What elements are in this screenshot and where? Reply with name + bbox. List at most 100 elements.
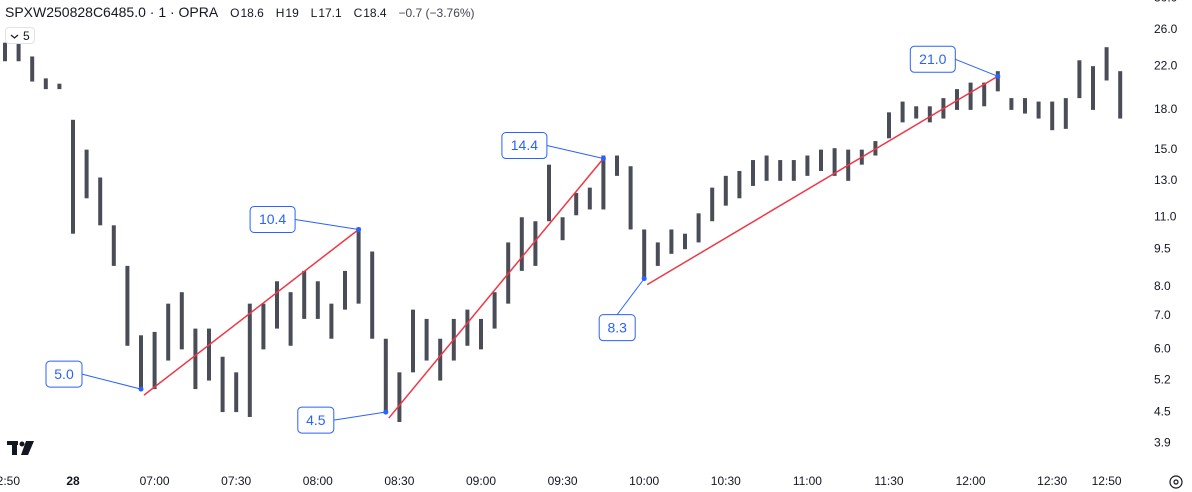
x-tick-label: 11:30 bbox=[874, 474, 903, 488]
y-tick-label: 13.0 bbox=[1154, 173, 1178, 187]
price-bar bbox=[492, 292, 497, 329]
y-tick-label: 5.2 bbox=[1154, 373, 1171, 387]
price-bar bbox=[737, 170, 742, 199]
price-bar bbox=[1091, 66, 1095, 110]
price-bar bbox=[343, 270, 347, 310]
x-tick-label: 11:00 bbox=[793, 474, 822, 488]
price-bar bbox=[479, 318, 483, 350]
price-bar bbox=[601, 155, 606, 210]
callout-box bbox=[598, 314, 636, 342]
price-bar bbox=[955, 89, 959, 110]
price-bar bbox=[642, 229, 647, 279]
callout-connector bbox=[616, 278, 645, 315]
price-bar bbox=[43, 78, 48, 90]
icon-core bbox=[1173, 479, 1179, 485]
x-tick-label: 12:50 bbox=[1092, 474, 1122, 488]
legend-header: SPXW250828C6485.0 · 1 · OPRA O18.6 H19 L… bbox=[5, 4, 477, 20]
price-bar bbox=[764, 155, 769, 181]
high-value: 19 bbox=[285, 6, 299, 20]
icon-ring bbox=[1169, 475, 1183, 489]
x-tick-label: 10:00 bbox=[629, 474, 659, 488]
price-bar bbox=[247, 303, 252, 417]
price-bar bbox=[723, 175, 728, 206]
logo-part bbox=[19, 441, 25, 447]
callout-connector bbox=[546, 145, 604, 160]
callout-box bbox=[45, 360, 83, 388]
high-label: H bbox=[275, 6, 285, 20]
y-tick-label: 30.0 bbox=[1154, 0, 1178, 5]
price-bar bbox=[778, 160, 783, 181]
price-bar bbox=[574, 192, 579, 216]
price-bar bbox=[1023, 98, 1027, 114]
interval: 5 bbox=[23, 29, 30, 43]
callout-label: 10.4 bbox=[259, 211, 286, 227]
price-bar bbox=[166, 303, 171, 361]
price-bar bbox=[152, 331, 157, 390]
y-tick-label: 11.0 bbox=[1154, 209, 1177, 223]
y-tick-label: 6.0 bbox=[1154, 342, 1171, 356]
price-bar bbox=[751, 160, 755, 186]
price-bar bbox=[315, 281, 320, 319]
callout-point bbox=[138, 386, 144, 392]
change: −0.7 (−3.76%) bbox=[398, 6, 475, 20]
price-bar bbox=[655, 242, 660, 266]
price-bar bbox=[71, 119, 75, 234]
price-bar bbox=[927, 106, 932, 123]
price-bar bbox=[370, 251, 375, 339]
price-bar bbox=[533, 221, 538, 266]
price-bar bbox=[519, 217, 524, 271]
price-bar bbox=[628, 166, 633, 230]
open-label: O bbox=[230, 6, 240, 20]
x-tick-label: 07:00 bbox=[140, 474, 170, 488]
price-bar bbox=[207, 328, 211, 381]
x-tick-label: 12:50 bbox=[0, 474, 20, 488]
price-bar bbox=[1050, 101, 1055, 131]
price-bar bbox=[1104, 47, 1109, 81]
price-bar bbox=[57, 83, 62, 90]
price-bar bbox=[438, 338, 443, 381]
price-bar bbox=[968, 82, 973, 110]
callout-connector bbox=[295, 218, 359, 230]
price-bar bbox=[329, 303, 334, 339]
callout-point bbox=[383, 409, 389, 415]
price-bar bbox=[179, 292, 184, 350]
price-bar bbox=[995, 71, 1000, 92]
price-bar bbox=[819, 149, 823, 171]
close-value: 18.4 bbox=[363, 6, 387, 20]
callout-point bbox=[356, 226, 362, 232]
logo-part bbox=[12, 441, 17, 455]
price-bar bbox=[288, 292, 293, 346]
price-bar bbox=[30, 56, 35, 82]
annotations: 5.0 10.4 4.5 14.4 8.3 21.0 bbox=[45, 45, 1001, 434]
y-tick-label: 22.0 bbox=[1154, 58, 1178, 72]
callout-label: 8.3 bbox=[607, 319, 627, 335]
price-bar bbox=[111, 225, 116, 266]
y-tick-label: 7.0 bbox=[1154, 308, 1171, 322]
price-bar bbox=[900, 101, 905, 123]
price-bar bbox=[16, 42, 21, 62]
price-bar bbox=[397, 372, 402, 422]
low-label: L bbox=[310, 6, 318, 20]
price-bar bbox=[547, 164, 551, 222]
price-bar bbox=[615, 155, 619, 176]
price-bar bbox=[465, 309, 470, 346]
y-tick-label: 3.9 bbox=[1154, 435, 1171, 449]
settings-icon[interactable] bbox=[1169, 475, 1183, 489]
price-bar bbox=[982, 82, 987, 107]
callout-connector bbox=[333, 411, 386, 421]
price-bar bbox=[683, 233, 687, 250]
callout-box bbox=[249, 205, 296, 233]
price-bar bbox=[275, 281, 279, 329]
callout-label: 5.0 bbox=[54, 366, 74, 382]
price-bar bbox=[914, 106, 919, 119]
price-bar bbox=[220, 356, 225, 413]
price-bar bbox=[1009, 98, 1014, 110]
interval-dropdown[interactable]: 5 bbox=[5, 27, 35, 44]
price-bar bbox=[356, 227, 361, 304]
price-bar bbox=[887, 112, 891, 139]
price-bar bbox=[383, 338, 388, 413]
trend-line bbox=[388, 158, 604, 419]
trend-line bbox=[143, 228, 360, 396]
